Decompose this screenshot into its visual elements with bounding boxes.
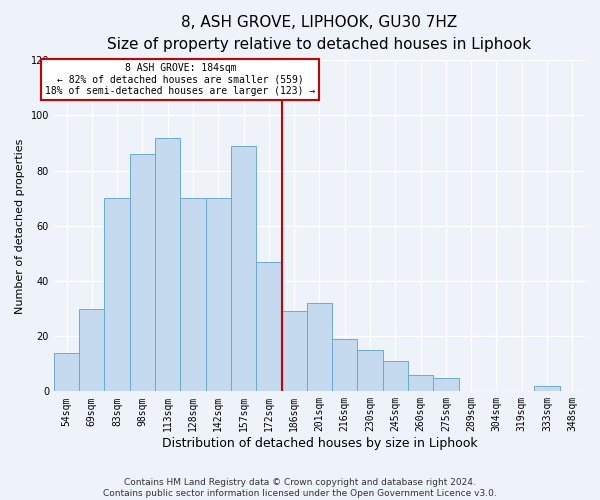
Bar bbox=[231, 146, 256, 392]
Bar bbox=[104, 198, 130, 392]
X-axis label: Distribution of detached houses by size in Liphook: Distribution of detached houses by size … bbox=[161, 437, 477, 450]
Bar bbox=[54, 352, 79, 392]
Bar bbox=[256, 262, 281, 392]
Bar bbox=[79, 308, 104, 392]
Text: Contains HM Land Registry data © Crown copyright and database right 2024.
Contai: Contains HM Land Registry data © Crown c… bbox=[103, 478, 497, 498]
Bar bbox=[535, 386, 560, 392]
Bar bbox=[155, 138, 181, 392]
Bar bbox=[358, 350, 383, 392]
Bar bbox=[181, 198, 206, 392]
Bar bbox=[307, 303, 332, 392]
Title: 8, ASH GROVE, LIPHOOK, GU30 7HZ
Size of property relative to detached houses in : 8, ASH GROVE, LIPHOOK, GU30 7HZ Size of … bbox=[107, 15, 532, 52]
Bar bbox=[332, 339, 358, 392]
Bar bbox=[383, 361, 408, 392]
Bar bbox=[281, 312, 307, 392]
Text: 8 ASH GROVE: 184sqm
← 82% of detached houses are smaller (559)
18% of semi-detac: 8 ASH GROVE: 184sqm ← 82% of detached ho… bbox=[45, 63, 316, 96]
Bar bbox=[408, 375, 433, 392]
Bar bbox=[206, 198, 231, 392]
Bar bbox=[130, 154, 155, 392]
Bar bbox=[433, 378, 458, 392]
Y-axis label: Number of detached properties: Number of detached properties bbox=[15, 138, 25, 314]
